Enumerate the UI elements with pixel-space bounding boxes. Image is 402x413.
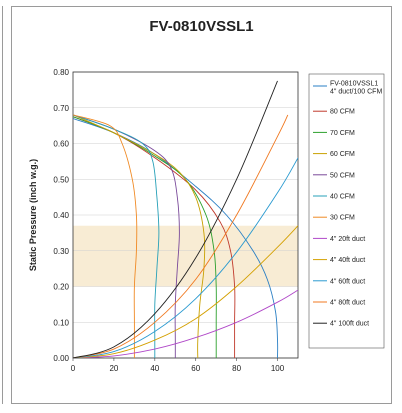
legend-label: 4" 100ft duct xyxy=(330,321,369,328)
y-tick-label: 0.30 xyxy=(53,247,69,256)
series-line-fan-3 xyxy=(73,114,206,358)
y-tick-label: 0.70 xyxy=(53,104,69,113)
x-tick-label: 40 xyxy=(150,364,159,373)
y-tick-label: 0.50 xyxy=(53,175,69,184)
y-tick-label: 0.00 xyxy=(53,354,69,363)
series-line-fan-0 xyxy=(73,118,279,358)
y-tick-label: 0.20 xyxy=(53,283,69,292)
legend-label: 4" 20ft duct xyxy=(330,236,365,243)
series-line-duct-10 xyxy=(73,114,289,358)
y-tick-label: 0.10 xyxy=(53,318,69,327)
x-tick-label: 0 xyxy=(71,364,76,373)
x-tick-label: 20 xyxy=(109,364,118,373)
y-axis-label: Static Pressure (inch w.g.) xyxy=(28,159,38,271)
chart-title: FV-0810VSSL1 xyxy=(149,18,254,35)
legend-label: 70 CFM xyxy=(330,130,355,137)
y-tick-label: 0.60 xyxy=(53,140,69,149)
series-line-duct-9 xyxy=(73,157,298,358)
series-line-duct-11 xyxy=(73,80,278,358)
y-tick-label: 0.40 xyxy=(53,211,69,220)
plot-area-border xyxy=(72,71,299,359)
y-tick-label: 0.80 xyxy=(53,68,69,77)
legend-label: 80 CFM xyxy=(330,109,355,116)
series-line-duct-7 xyxy=(73,289,298,358)
legend-label: 4" 60ft duct xyxy=(330,278,365,285)
series-line-duct-8 xyxy=(73,225,298,358)
legend-label: 30 CFM xyxy=(330,215,355,222)
legend-label: 50 CFM xyxy=(330,172,355,179)
legend-label: 60 CFM xyxy=(330,151,355,158)
series-line-fan-4 xyxy=(73,114,180,358)
x-tick-label: 80 xyxy=(232,364,241,373)
legend-label: 4" duct/100 CFM xyxy=(330,89,382,96)
series-line-fan-5 xyxy=(73,114,160,358)
x-tick-label: 60 xyxy=(191,364,200,373)
legend-label: 4" 40ft duct xyxy=(330,257,365,264)
legend-label: 40 CFM xyxy=(330,194,355,201)
highlight-band xyxy=(73,225,298,287)
series-line-fan-6 xyxy=(73,114,138,358)
legend-label: 4" 80ft duct xyxy=(330,300,365,307)
x-tick-label: 100 xyxy=(271,364,285,373)
legend-label: FV-0810VSSL1 xyxy=(330,81,378,88)
left-frame-rule xyxy=(2,6,3,404)
